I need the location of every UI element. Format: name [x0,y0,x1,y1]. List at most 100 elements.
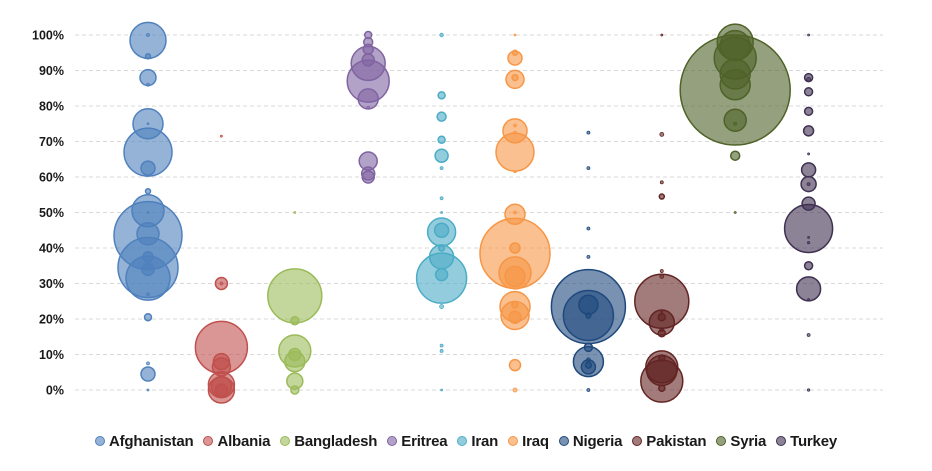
bubble[interactable] [586,357,591,363]
bubble[interactable] [439,304,445,309]
bubble[interactable] [806,241,811,245]
bubble[interactable] [146,292,150,297]
bubble[interactable] [659,273,665,279]
bubble[interactable] [803,261,814,271]
bubble[interactable] [140,366,156,382]
bubble[interactable] [144,53,152,60]
bubble[interactable] [733,211,737,214]
bubble[interactable] [586,166,591,171]
bubble[interactable] [363,30,373,40]
bubble[interactable] [806,333,811,337]
bubble[interactable] [288,347,302,362]
bubble[interactable] [511,301,519,309]
bubble[interactable] [511,49,519,56]
bubble[interactable] [584,361,593,369]
bubble[interactable] [146,122,150,126]
bubble[interactable] [723,108,747,132]
bubble[interactable] [219,281,224,286]
bubble[interactable] [142,251,154,263]
bubble[interactable] [146,211,150,214]
bubble[interactable] [586,254,591,259]
legend-item-nigeria[interactable]: Nigeria [558,433,622,450]
bubble[interactable] [267,268,323,324]
bubble[interactable] [434,148,449,163]
bubble[interactable] [719,68,751,101]
bubble[interactable] [366,105,371,110]
bubble[interactable] [513,33,517,37]
bubble[interactable] [433,222,450,238]
bubble[interactable] [437,91,446,100]
bubble[interactable] [795,276,822,302]
bubble[interactable] [513,130,517,135]
bubble[interactable] [146,361,150,366]
legend-item-bangladesh[interactable]: Bangladesh [280,433,377,450]
bubble[interactable] [146,82,150,87]
bubble[interactable] [440,388,444,392]
bubble[interactable] [803,87,814,97]
bubble[interactable] [583,342,594,353]
bubble[interactable] [437,244,446,252]
bubble[interactable] [586,226,591,231]
bubble[interactable] [513,210,517,215]
bubble[interactable] [293,211,297,214]
legend-item-afghanistan[interactable]: Afghanistan [94,433,194,450]
bubble[interactable] [214,383,229,397]
bubble[interactable] [586,130,591,135]
bubble[interactable] [146,388,150,392]
bubble[interactable] [586,388,591,392]
bubble[interactable] [801,196,816,211]
bubble[interactable] [807,235,810,239]
bubble[interactable] [434,267,449,282]
bubble[interactable] [783,203,834,254]
legend-item-turkey[interactable]: Turkey [776,433,837,450]
bubble[interactable] [807,152,810,156]
bubble[interactable] [800,162,817,178]
bubble[interactable] [143,312,153,322]
bubble[interactable] [136,222,160,246]
bubble[interactable] [511,73,519,82]
bubble[interactable] [806,76,811,82]
bubble[interactable] [361,170,375,184]
bubble[interactable] [733,121,738,126]
bubble[interactable] [660,33,664,37]
bubble[interactable] [212,352,231,371]
bubble[interactable] [660,310,664,314]
bubble[interactable] [729,150,741,161]
bubble[interactable] [719,29,751,62]
bubble[interactable] [807,33,810,37]
bubble[interactable] [439,166,444,171]
bubble[interactable] [512,387,518,393]
bubble[interactable] [658,384,666,392]
legend-item-eritrea[interactable]: Eritrea [387,433,448,450]
bubble[interactable] [508,358,522,372]
bubble[interactable] [439,343,444,348]
bubble[interactable] [806,182,811,187]
bubble[interactable] [504,265,526,288]
bubble[interactable] [659,180,664,185]
legend-item-iran[interactable]: Iran [457,433,498,450]
legend-item-iraq[interactable]: Iraq [508,433,549,450]
bubble[interactable] [513,170,517,174]
bubble[interactable] [659,131,665,137]
bubble[interactable] [585,312,592,319]
bubble[interactable] [657,312,667,322]
bubble[interactable] [436,111,447,122]
bubble[interactable] [807,298,810,301]
bubble[interactable] [439,32,444,38]
bubble[interactable] [578,294,599,316]
bubble[interactable] [439,196,444,201]
bubble[interactable] [437,135,446,144]
legend-item-albania[interactable]: Albania [203,433,270,450]
bubble[interactable] [129,21,167,60]
bubble[interactable] [361,53,375,67]
legend-item-pakistan[interactable]: Pakistan [632,433,707,450]
bubble[interactable] [144,187,152,195]
bubble[interactable] [513,123,517,128]
bubble[interactable] [140,160,156,176]
bubble[interactable] [802,125,815,137]
bubble[interactable] [658,354,666,362]
bubble[interactable] [141,262,155,277]
bubble[interactable] [131,193,165,228]
bubble[interactable] [508,310,522,324]
legend-item-syria[interactable]: Syria [716,433,766,450]
